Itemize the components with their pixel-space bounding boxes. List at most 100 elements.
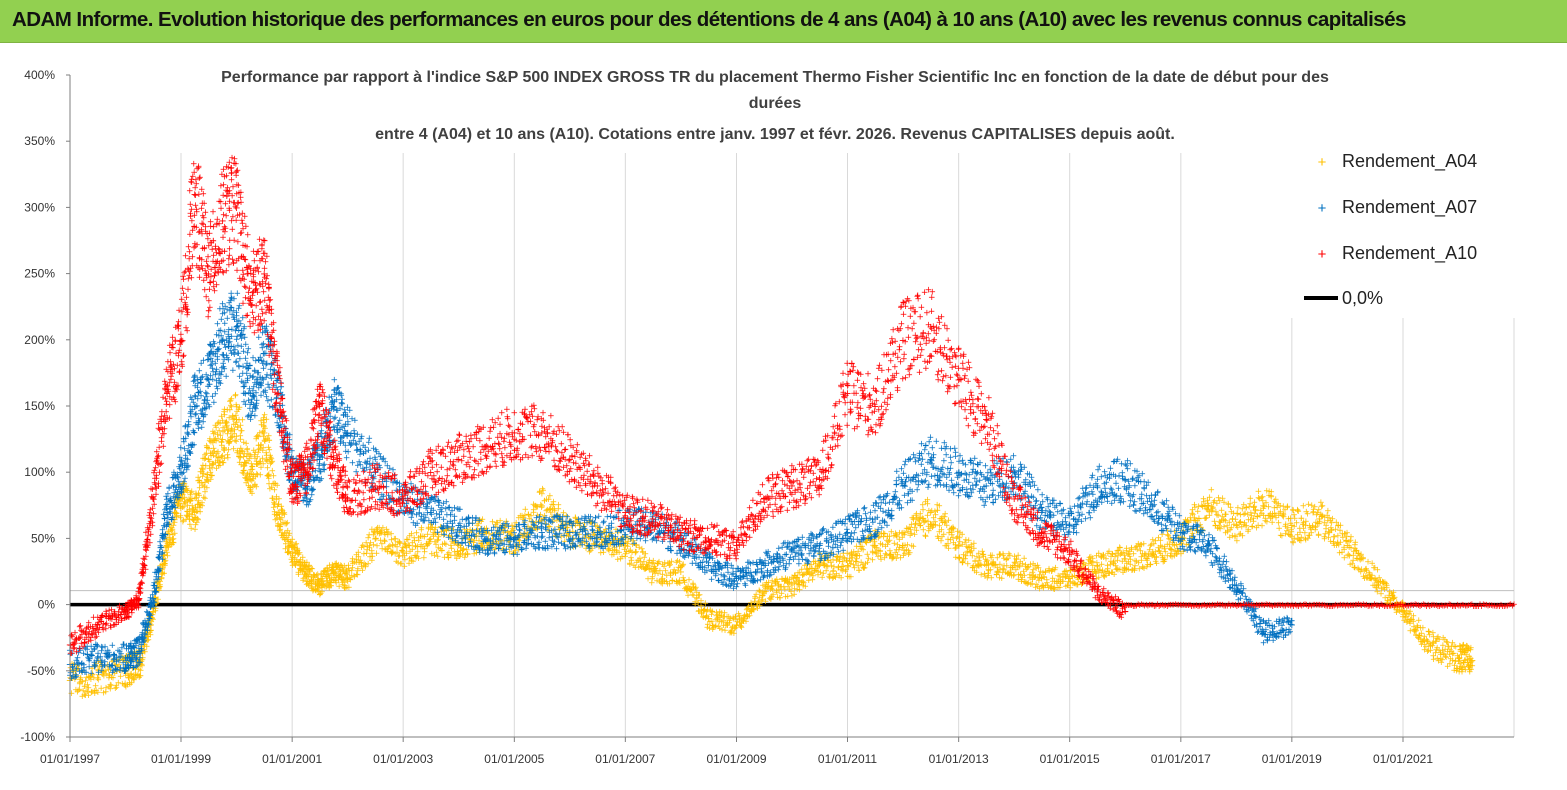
data-point: + [124, 671, 132, 681]
data-point: + [260, 428, 268, 439]
data-point: + [510, 534, 518, 545]
data-point: + [104, 663, 112, 673]
data-point: + [82, 677, 90, 687]
data-point: + [145, 636, 153, 646]
data-point: + [130, 673, 138, 683]
data-point: + [79, 686, 87, 696]
data-point: + [169, 535, 177, 545]
data-point: + [166, 521, 174, 531]
data-point: + [89, 670, 97, 680]
data-point: + [1399, 607, 1407, 618]
data-point: + [265, 436, 273, 446]
data-point: + [87, 672, 95, 682]
data-point: + [134, 658, 142, 668]
data-point: + [139, 649, 147, 659]
data-point: + [190, 507, 198, 518]
data-point: + [91, 661, 99, 671]
data-point: + [146, 616, 154, 626]
data-point: + [71, 667, 79, 677]
data-point: + [1454, 653, 1462, 664]
data-point: + [162, 537, 170, 547]
data-point: + [815, 560, 823, 571]
data-point: + [154, 579, 162, 589]
data-point: + [122, 652, 130, 662]
data-point: + [125, 673, 133, 683]
data-point: + [100, 688, 108, 698]
data-point: + [138, 649, 146, 659]
data-point: + [171, 515, 179, 525]
data-point: + [158, 570, 166, 580]
data-point: + [151, 593, 159, 603]
data-point: + [128, 670, 136, 680]
data-point: + [171, 508, 179, 518]
data-point: + [137, 660, 145, 670]
data-point: + [1343, 541, 1351, 552]
data-point: + [237, 426, 245, 436]
data-point: + [84, 681, 92, 691]
data-point: + [173, 492, 181, 502]
data-point: + [166, 536, 174, 546]
data-point: + [121, 680, 129, 690]
data-point: + [141, 647, 149, 657]
data-point: + [78, 692, 86, 702]
data-point: + [147, 617, 155, 627]
data-point: + [70, 672, 78, 682]
data-point: + [161, 557, 169, 567]
data-point: + [93, 673, 101, 684]
data-point: + [113, 655, 121, 665]
data-point: + [105, 674, 113, 684]
data-point: + [847, 572, 855, 582]
data-point: + [173, 509, 181, 519]
data-point: + [170, 521, 178, 531]
data-point: + [169, 513, 177, 523]
data-point: + [70, 667, 78, 677]
series-Rendement_A04: + +++++++++++++++++++++++++++++ ++++++ ++ ++… [66, 390, 1477, 702]
data-point: + [113, 683, 121, 693]
data-point: + [134, 648, 142, 658]
data-point: + [371, 534, 379, 545]
data-point: + [148, 614, 156, 624]
data-point: + [73, 672, 81, 682]
data-point: + [74, 688, 82, 698]
data-point: + [83, 673, 91, 683]
data-point: + [85, 674, 93, 684]
data-point: + [144, 621, 152, 631]
data-point: + [134, 670, 142, 680]
data-point: + [135, 657, 143, 667]
page-title: ADAM Informe. Evolution historique des p… [12, 8, 1406, 32]
data-point: + [982, 560, 990, 571]
data-point: + [161, 559, 169, 569]
data-point: + [137, 655, 145, 665]
data-point: + [252, 482, 260, 492]
data-point: + [76, 675, 84, 685]
data-point: + [155, 582, 163, 592]
data-point: + [788, 580, 796, 591]
data-point: + [102, 669, 110, 679]
data-point: + [68, 674, 76, 684]
data-point: + [172, 510, 180, 520]
data-point: + [99, 670, 107, 680]
data-point: + [233, 289, 241, 299]
data-point: + [158, 560, 166, 570]
data-point: + [158, 575, 166, 585]
data-point: + [153, 578, 161, 588]
data-point: + [148, 614, 156, 624]
data-point: + [159, 570, 167, 580]
data-point: + [141, 641, 149, 651]
data-point: + [1371, 574, 1379, 585]
data-point: + [76, 680, 84, 690]
data-point: + [159, 564, 167, 574]
data-point: + [154, 577, 162, 587]
data-point: + [164, 540, 172, 550]
data-point: + [92, 661, 100, 671]
data-point: + [118, 653, 126, 663]
data-point: + [114, 663, 122, 673]
data-point: + [110, 655, 118, 665]
data-point: + [104, 660, 112, 670]
data-point: + [129, 650, 137, 660]
data-point: + [399, 547, 407, 558]
data-point: + [132, 671, 140, 681]
data-point: + [98, 661, 106, 671]
data-point: + [170, 534, 178, 544]
data-point: + [160, 569, 168, 579]
